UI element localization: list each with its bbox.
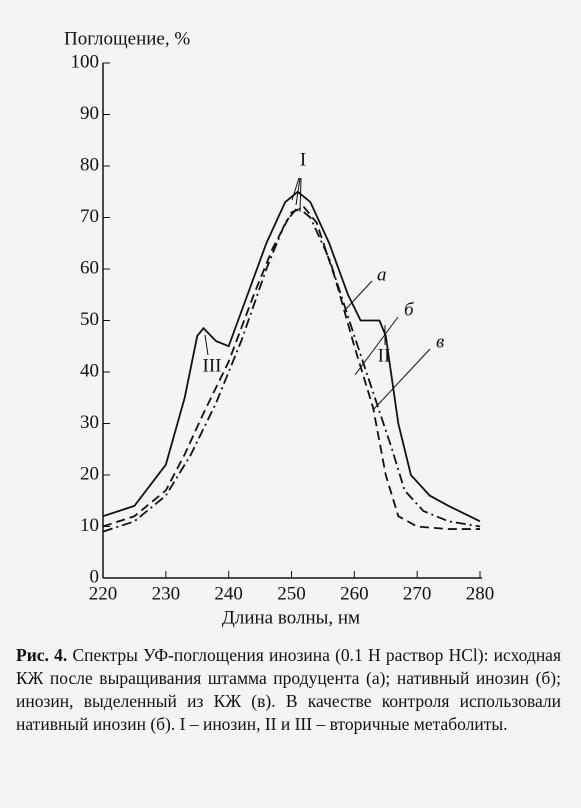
series-line [102,205,481,533]
x-tick-label: 220 [89,583,118,604]
y-tick-label: 0 [90,566,100,587]
x-tick-label: 240 [214,583,243,604]
y-tick-label: 100 [71,51,100,72]
y-tick-label: 20 [80,463,99,484]
y-tick-label: 80 [80,154,99,175]
y-tick-label: 50 [80,309,99,330]
legend-label: б [404,299,415,320]
x-axis-label: Длина волны, нм [222,607,360,628]
series-line [102,190,481,523]
y-tick-label: 90 [80,103,99,124]
annotation: I [300,149,306,170]
legend-label: а [377,264,387,285]
y-axis-label: Поглощение, % [64,28,190,49]
x-tick-label: 230 [152,583,181,604]
annotation: III [203,355,222,376]
y-tick-label: 60 [80,257,99,278]
y-tick-label: 70 [80,206,99,227]
x-tick-label: 260 [340,583,369,604]
x-tick-label: 270 [403,583,432,604]
x-tick-label: 250 [277,583,306,604]
caption: Рис. 4. Спектры УФ-поглощения инозина (0… [16,644,561,736]
y-tick-label: 40 [80,360,99,381]
caption-text: Спектры УФ-поглощения инозина (0.1 Н рас… [16,645,562,734]
leader-lines [204,177,431,411]
y-tick-label: 30 [80,412,99,433]
chart: Поглощение, % Длина волны, нм 0 10 20 30 40 5… [64,28,495,628]
x-tick-label: 280 [466,583,495,604]
series-line [102,206,480,530]
legend-label: в [436,331,444,352]
annotation: II [378,345,391,366]
caption-label: Рис. 4. [16,645,68,665]
y-tick-label: 10 [80,515,99,536]
